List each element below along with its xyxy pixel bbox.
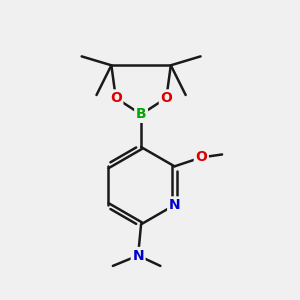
Text: O: O	[195, 150, 207, 164]
Text: N: N	[132, 248, 144, 262]
Text: B: B	[136, 107, 146, 121]
Text: O: O	[110, 91, 122, 105]
Text: N: N	[169, 198, 180, 212]
Text: O: O	[160, 91, 172, 105]
